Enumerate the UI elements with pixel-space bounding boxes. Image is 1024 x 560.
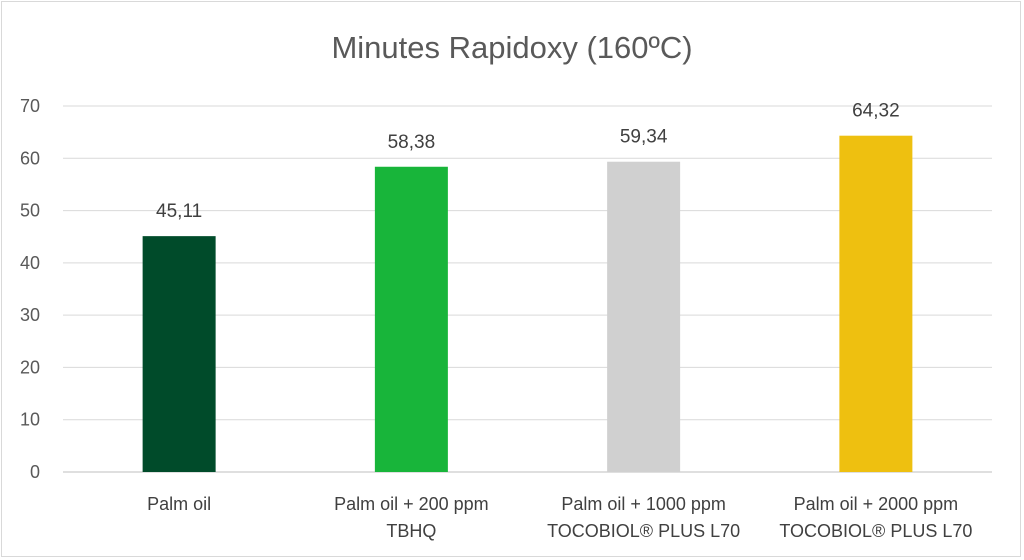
y-tick-label: 60 bbox=[20, 148, 40, 168]
y-tick-label: 10 bbox=[20, 410, 40, 430]
category-labels: Palm oil Palm oil + 200 ppm TBHQ Palm oil +… bbox=[147, 494, 972, 541]
bar bbox=[839, 135, 913, 472]
y-tick-label: 0 bbox=[30, 462, 40, 482]
chart-title: Minutes Rapidoxy (160ºC) bbox=[331, 30, 692, 65]
category-label: Palm oil + 1000 ppm bbox=[561, 494, 726, 514]
data-label: 45,11 bbox=[156, 201, 202, 222]
bar bbox=[142, 236, 216, 472]
y-tick-label: 70 bbox=[20, 96, 40, 116]
category-label: TOCOBIOL® PLUS L70 bbox=[779, 521, 972, 541]
category-label: TBHQ bbox=[386, 521, 436, 541]
y-tick-label: 40 bbox=[20, 253, 40, 273]
gridlines bbox=[63, 105, 992, 473]
category-label: TOCOBIOL® PLUS L70 bbox=[547, 521, 740, 541]
data-label: 58,38 bbox=[388, 132, 436, 153]
category-label: Palm oil bbox=[147, 494, 211, 514]
y-tick-label: 50 bbox=[20, 201, 40, 221]
data-label: 64,32 bbox=[852, 101, 900, 122]
bar bbox=[607, 161, 681, 472]
category-label: Palm oil + 200 ppm bbox=[334, 494, 489, 514]
category-label: Palm oil + 2000 ppm bbox=[794, 494, 959, 514]
y-tick-label: 20 bbox=[20, 357, 40, 377]
bars bbox=[142, 135, 913, 473]
y-axis-ticks: 0 10 20 30 40 50 60 70 bbox=[20, 96, 40, 482]
y-tick-label: 30 bbox=[20, 305, 40, 325]
data-label: 59,34 bbox=[620, 127, 668, 148]
bar bbox=[374, 166, 448, 473]
data-labels: 45,11 58,38 59,34 64,32 bbox=[156, 101, 900, 222]
